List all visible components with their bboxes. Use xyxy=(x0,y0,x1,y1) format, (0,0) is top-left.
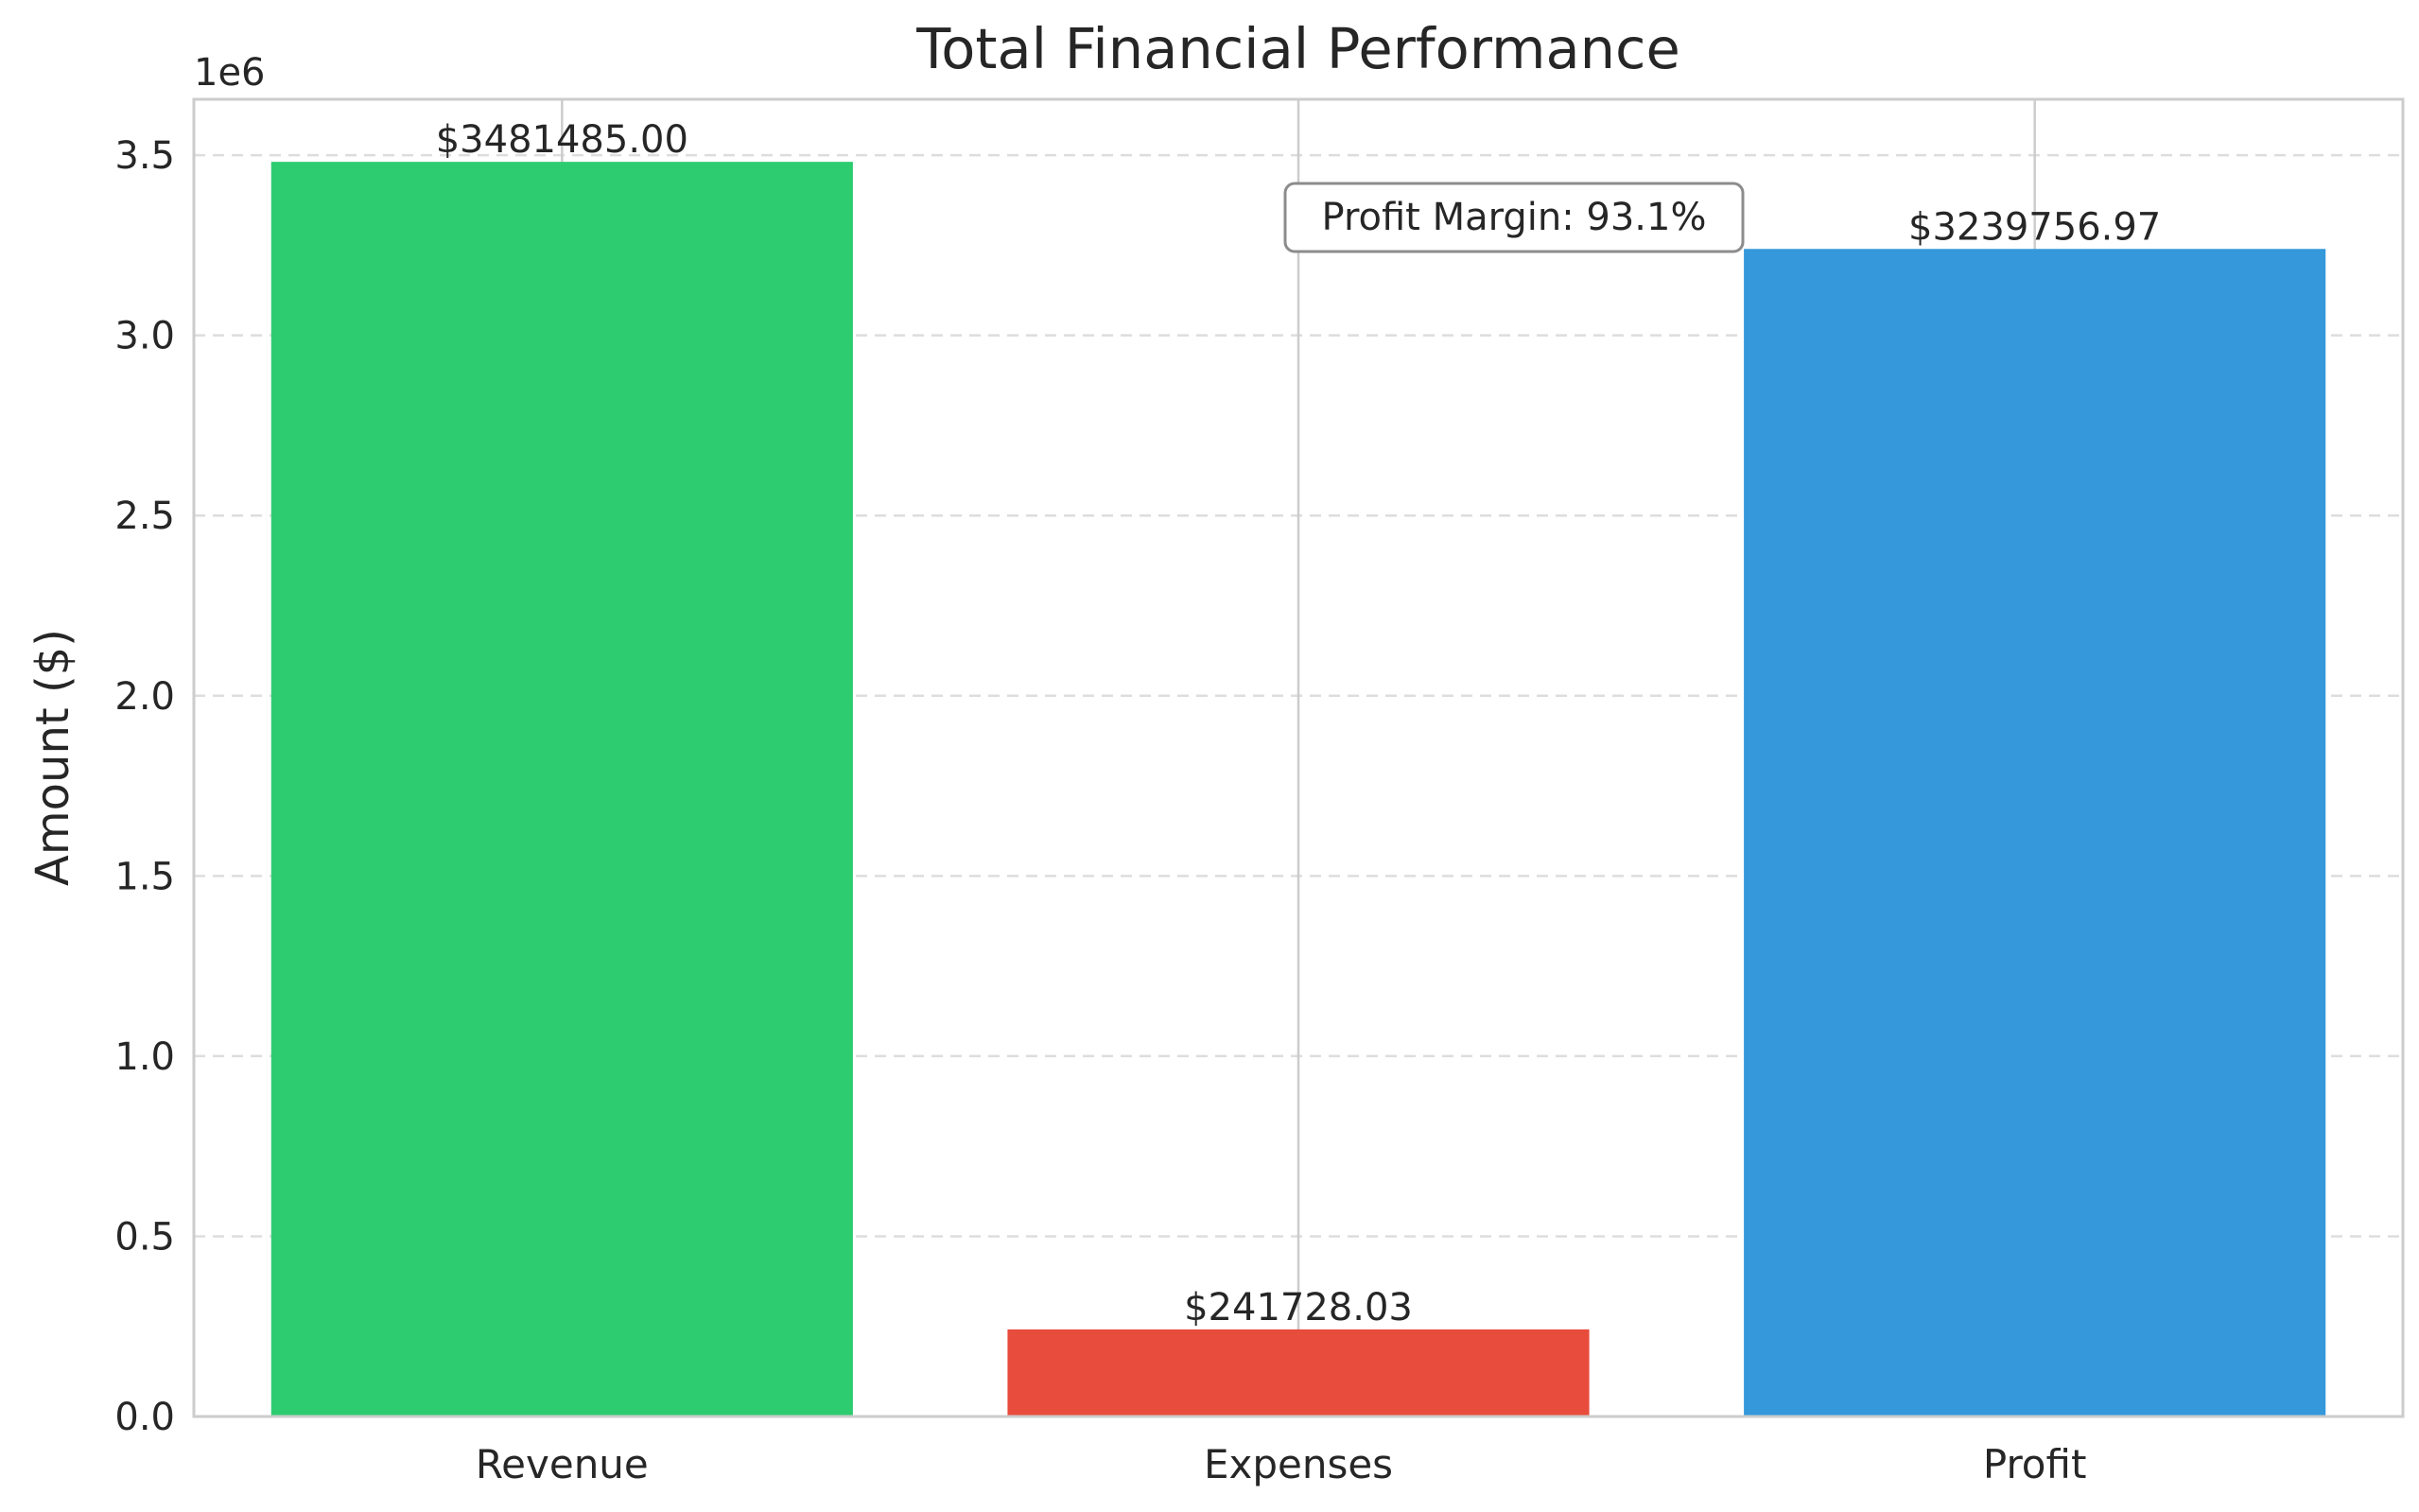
plot-frame xyxy=(192,97,2405,1418)
value-label: $3239756.97 xyxy=(1908,205,2161,249)
bar-profit xyxy=(1744,249,2326,1416)
chart-title: Total Financial Performance xyxy=(915,16,1680,81)
bar-revenue xyxy=(270,162,853,1416)
y-axis-offset-label: 1e6 xyxy=(194,51,266,95)
bar-expenses xyxy=(1007,1329,1590,1416)
y-tick-label: 3.0 xyxy=(114,315,175,358)
annotation-box xyxy=(1283,182,1745,253)
x-tick-label: Profit xyxy=(1983,1441,2087,1487)
x-tick-label: Revenue xyxy=(476,1441,649,1487)
y-tick-label: 1.0 xyxy=(114,1035,175,1079)
y-tick-label: 2.5 xyxy=(114,495,175,538)
profit-margin-annotation: Profit Margin: 93.1% xyxy=(1283,182,1745,253)
y-tick-label: 0.0 xyxy=(114,1396,175,1439)
bars-layer xyxy=(270,162,2326,1416)
annotation-text: Profit Margin: 93.1% xyxy=(1322,196,1707,239)
x-tick-label: Expenses xyxy=(1204,1441,1393,1487)
y-tick-label: 2.0 xyxy=(114,675,175,719)
y-tick-label: 3.5 xyxy=(114,134,175,178)
value-labels-layer: $3481485.00 $241728.03 $3239756.97 xyxy=(436,118,2162,1330)
value-label: $241728.03 xyxy=(1184,1286,1413,1330)
y-tick-label: 0.5 xyxy=(114,1215,175,1259)
value-label: $3481485.00 xyxy=(436,118,688,162)
y-tick-label: 1.5 xyxy=(114,855,175,898)
y-axis-label: Amount ($) xyxy=(26,629,79,886)
ticks-layer: Revenue Expenses Profit 0.0 0.5 1.0 1.5 2.0 2.5 3… xyxy=(114,134,2086,1487)
